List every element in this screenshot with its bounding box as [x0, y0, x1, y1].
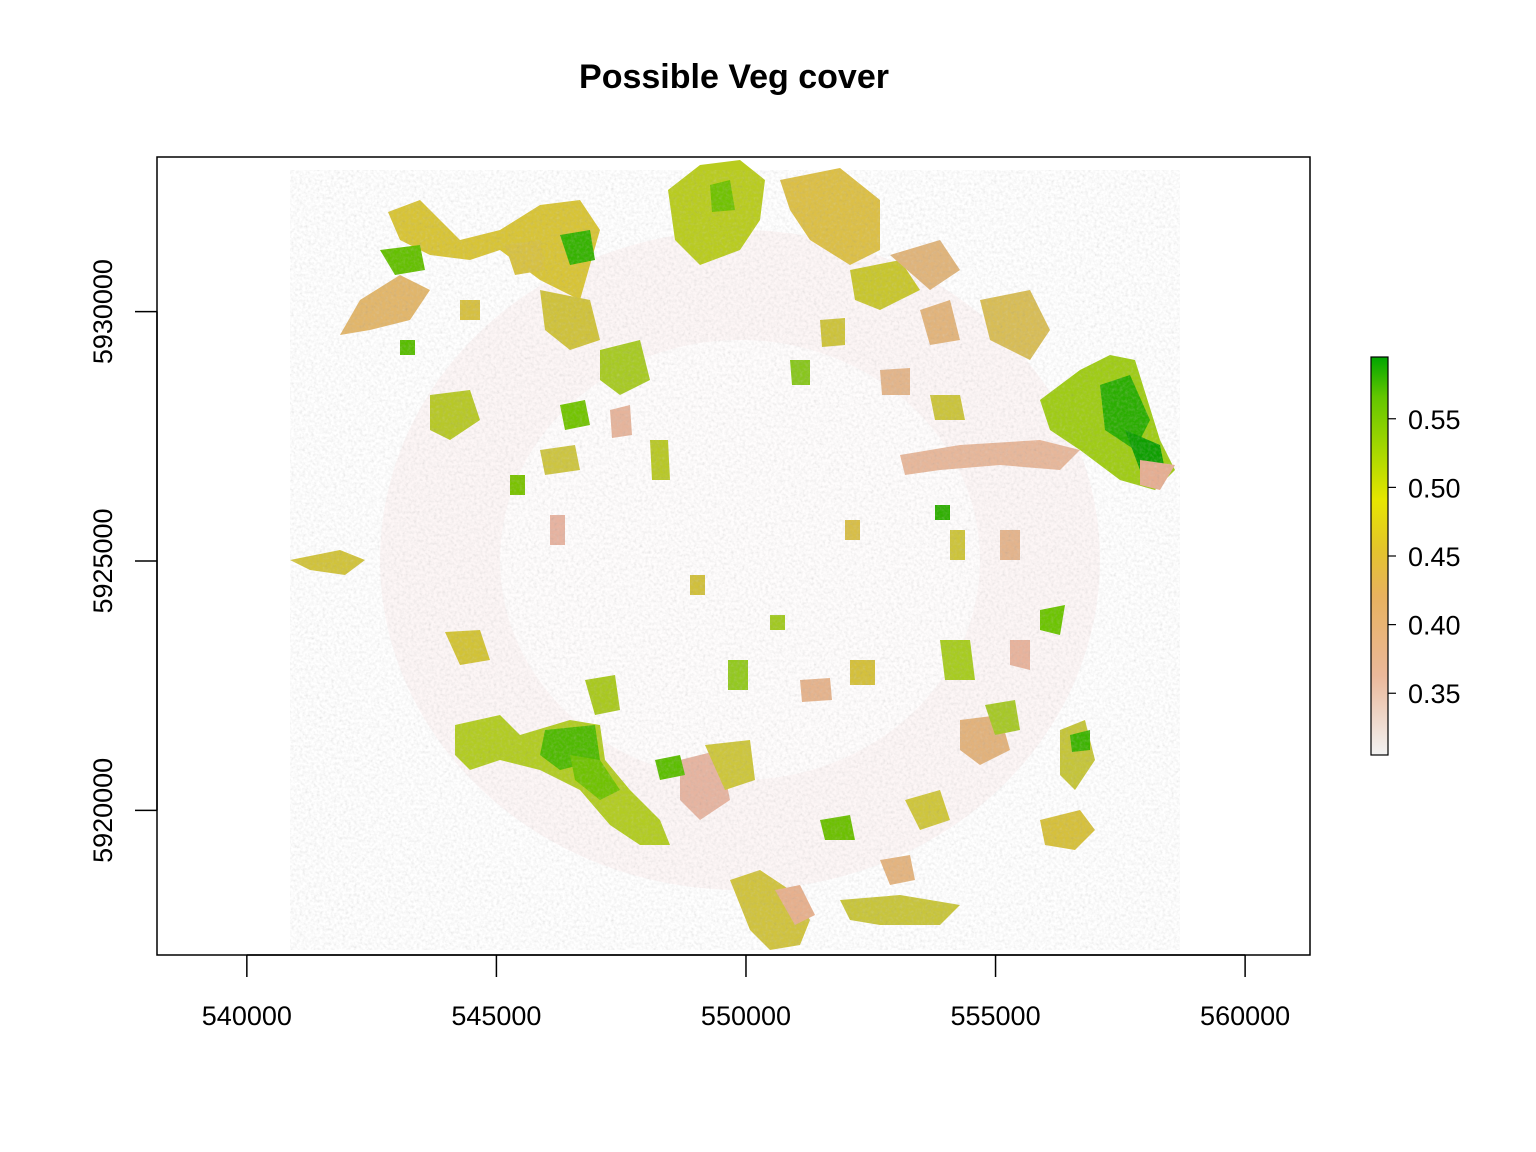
legend-colorbar — [1370, 356, 1389, 756]
x-tick-label-1: 545000 — [451, 1001, 541, 1031]
x-tick-label-3: 555000 — [950, 1001, 1040, 1031]
plot-title: Possible Veg cover — [579, 58, 889, 96]
legend-tick-label-4: 0.35 — [1408, 679, 1461, 709]
y-tick-label-1: 5925000 — [88, 508, 118, 613]
x-tick-label-2: 550000 — [701, 1001, 791, 1031]
y-tick-label-2: 5930000 — [88, 259, 118, 364]
legend-tick-label-1: 0.50 — [1408, 473, 1461, 503]
legend-tick-label-2: 0.45 — [1408, 542, 1461, 572]
y-tick-label-0: 5920000 — [88, 758, 118, 863]
legend-tick-label-3: 0.40 — [1408, 611, 1461, 641]
y-axis: 5920000 5925000 5930000 — [88, 259, 158, 863]
x-axis: 540000 545000 550000 555000 560000 — [202, 954, 1290, 1031]
color-legend: 0.55 0.50 0.45 0.40 0.35 — [1370, 356, 1461, 756]
x-tick-label-0: 540000 — [202, 1001, 292, 1031]
vegetation-raster — [290, 160, 1180, 950]
legend-tick-label-0: 0.55 — [1408, 405, 1461, 435]
x-tick-label-4: 560000 — [1200, 1001, 1290, 1031]
